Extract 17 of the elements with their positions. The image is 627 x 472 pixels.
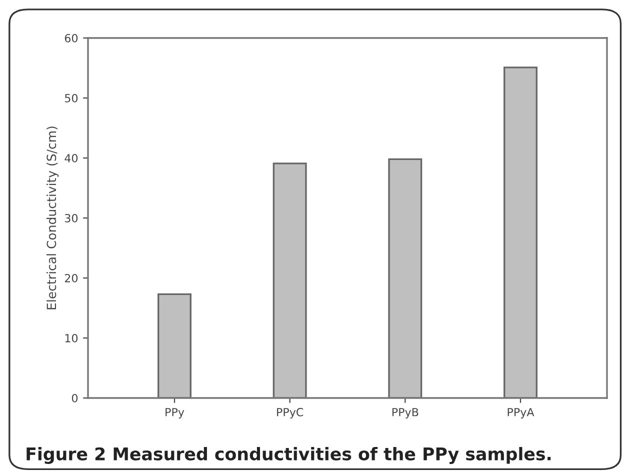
x-tick-label: PPy <box>166 408 184 418</box>
bar <box>158 293 192 398</box>
caption: Figure 2 Measured conductivities of the PPy samples. <box>26 447 551 464</box>
y-tick-label: 0 <box>72 394 78 402</box>
x-tick-label: PPyA <box>508 408 534 418</box>
y-tick-label: 20 <box>64 274 78 282</box>
y-tick-label: 60 <box>64 34 78 42</box>
bar <box>388 158 422 398</box>
y-tick-label: 50 <box>64 94 78 102</box>
y-tick-label: 40 <box>64 154 78 162</box>
x-tick-label: PPyB <box>392 408 418 418</box>
y-axis-title: Electrical Conductivity (S/cm) <box>46 126 59 310</box>
y-tick-label: 30 <box>64 214 78 222</box>
bar <box>272 162 307 398</box>
y-tick-label: 10 <box>65 334 78 342</box>
x-tick-label: PPyC <box>277 408 304 418</box>
bar <box>504 66 538 398</box>
